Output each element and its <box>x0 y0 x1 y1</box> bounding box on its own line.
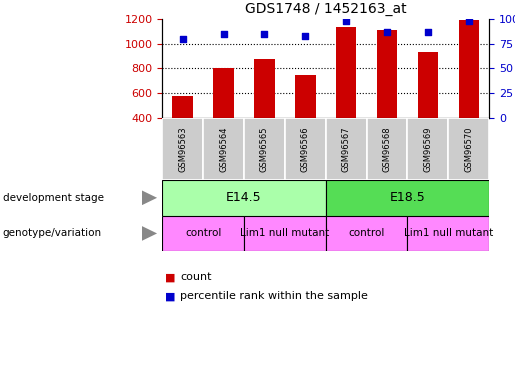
Point <box>383 28 391 34</box>
Bar <box>325 180 489 216</box>
Bar <box>407 216 489 251</box>
Text: count: count <box>180 273 212 282</box>
Point <box>465 18 473 24</box>
Bar <box>325 216 407 251</box>
Text: GSM96566: GSM96566 <box>301 126 310 172</box>
Point <box>301 33 310 39</box>
Point <box>424 28 432 34</box>
Point <box>342 18 350 24</box>
Text: development stage: development stage <box>3 193 104 203</box>
Text: Lim1 null mutant: Lim1 null mutant <box>240 228 330 238</box>
Text: E18.5: E18.5 <box>390 191 425 204</box>
Text: ■: ■ <box>165 273 175 282</box>
Bar <box>377 30 397 118</box>
Text: GSM96564: GSM96564 <box>219 126 228 172</box>
Text: GSM96569: GSM96569 <box>423 126 433 172</box>
Text: control: control <box>349 228 385 238</box>
Bar <box>203 118 244 180</box>
Point <box>219 31 228 37</box>
Text: GSM96568: GSM96568 <box>383 126 391 172</box>
Bar <box>162 180 325 216</box>
Bar <box>162 118 203 180</box>
Bar <box>285 118 325 180</box>
Text: GSM96565: GSM96565 <box>260 126 269 172</box>
Bar <box>449 118 489 180</box>
Text: GSM96563: GSM96563 <box>178 126 187 172</box>
Bar <box>458 20 479 118</box>
Bar <box>244 118 285 180</box>
Point <box>179 36 187 42</box>
Bar <box>295 75 316 118</box>
Text: GSM96567: GSM96567 <box>341 126 351 172</box>
Bar <box>367 118 407 180</box>
Polygon shape <box>142 226 157 241</box>
Bar <box>336 27 356 118</box>
Text: Lim1 null mutant: Lim1 null mutant <box>404 228 493 238</box>
Text: genotype/variation: genotype/variation <box>3 228 101 238</box>
Bar <box>213 68 234 118</box>
Text: control: control <box>185 228 221 238</box>
Point <box>260 31 268 37</box>
Text: ■: ■ <box>165 291 175 301</box>
Text: GSM96570: GSM96570 <box>465 126 473 172</box>
Text: E14.5: E14.5 <box>226 191 262 204</box>
Text: percentile rank within the sample: percentile rank within the sample <box>180 291 368 301</box>
Title: GDS1748 / 1452163_at: GDS1748 / 1452163_at <box>245 2 406 16</box>
Bar <box>325 118 367 180</box>
Bar <box>173 96 193 118</box>
Polygon shape <box>142 190 157 206</box>
Bar <box>244 216 325 251</box>
Bar <box>162 216 244 251</box>
Bar <box>254 59 274 118</box>
Bar <box>418 52 438 118</box>
Bar <box>407 118 449 180</box>
